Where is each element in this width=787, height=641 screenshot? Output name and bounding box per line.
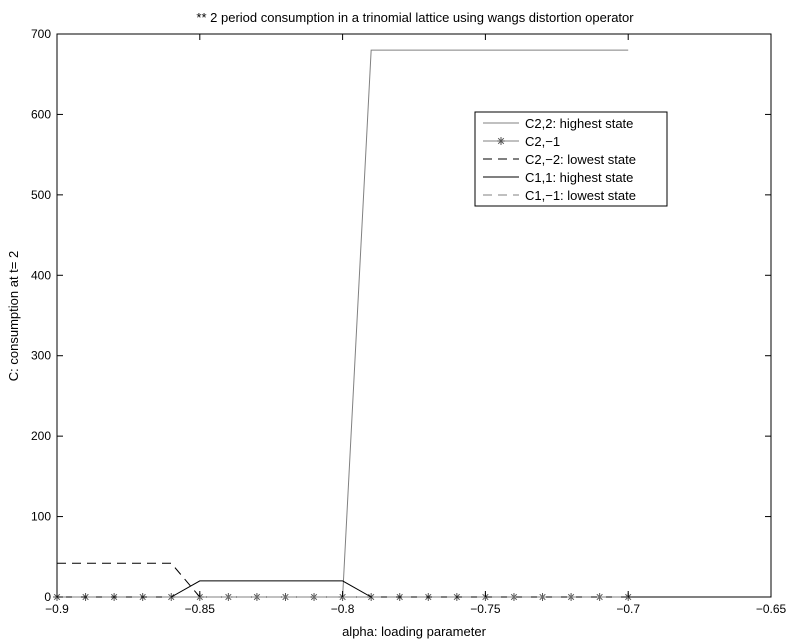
- y-tick-label: 100: [31, 510, 51, 524]
- x-tick-label: −0.9: [45, 602, 69, 616]
- legend-entry: C2,2: highest state: [525, 116, 633, 131]
- y-tick-label: 700: [31, 27, 51, 41]
- x-tick-label: −0.8: [331, 602, 355, 616]
- legend-entry: C2,−2: lowest state: [525, 152, 636, 167]
- y-tick-label: 0: [44, 590, 51, 604]
- y-tick-label: 600: [31, 107, 51, 121]
- legend-entry: C1,−1: lowest state: [525, 188, 636, 203]
- series-line-2: [57, 562, 771, 598]
- legend-entry: C2,−1: [525, 134, 560, 149]
- legend-marker: [497, 137, 505, 145]
- legend: C2,2: highest state C2,−1 C2,−2: lowest st…: [474, 111, 668, 207]
- tick-layer: −0.9 −0.85 −0.8 −0.75 −0.7 −0.65 0 100 200 300 400…: [31, 27, 787, 616]
- x-tick-label: −0.75: [470, 602, 501, 616]
- x-axis-label: alpha: loading parameter: [342, 624, 486, 639]
- y-tick-label: 400: [31, 268, 51, 282]
- x-tick-label: −0.65: [756, 602, 787, 616]
- legend-entry: C1,1: highest state: [525, 170, 633, 185]
- y-axis-label: C: consumption at t= 2: [6, 251, 21, 381]
- y-tick-label: 500: [31, 188, 51, 202]
- chart-title: ** 2 period consumption in a trinomial l…: [196, 10, 634, 25]
- y-tick-label: 300: [31, 349, 51, 363]
- x-tick-label: −0.85: [185, 602, 216, 616]
- x-tick-label: −0.7: [616, 602, 640, 616]
- y-tick-label: 200: [31, 429, 51, 443]
